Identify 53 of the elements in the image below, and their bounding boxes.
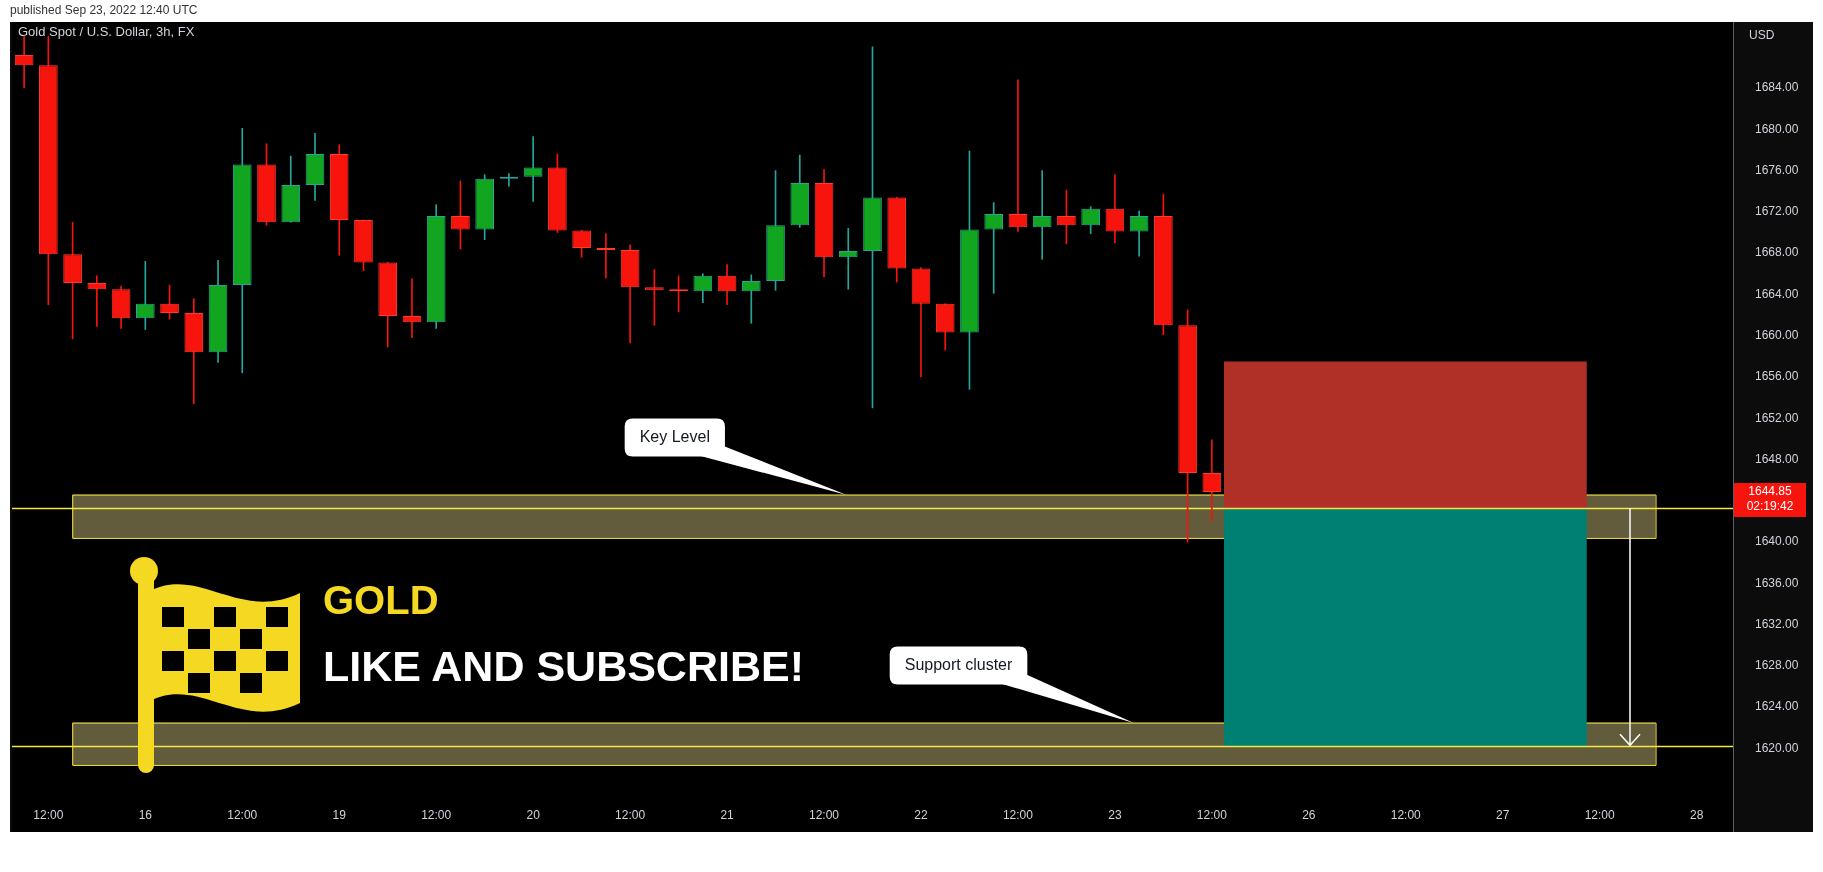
text: 1644.85: [1748, 484, 1793, 499]
y-tick-label: 1668.00: [1755, 245, 1799, 260]
candlestick: [1008, 79, 1028, 232]
y-tick-label: 1632.00: [1755, 616, 1799, 631]
x-tick-label: 23: [1108, 808, 1122, 823]
y-tick-label: 1648.00: [1755, 451, 1799, 466]
candlestick: [1032, 170, 1052, 260]
x-tick-label: 12:00: [1002, 808, 1034, 823]
candlestick: [984, 202, 1004, 294]
x-tick-label: 26: [1302, 808, 1316, 823]
candlestick: [838, 228, 858, 290]
annotation: LIKE AND SUBSCRIBE!: [323, 642, 804, 691]
candlestick: [14, 36, 34, 89]
x-tick-label: 12:00: [615, 808, 646, 823]
y-tick-label: 1664.00: [1755, 286, 1799, 301]
x-tick-label: 12:00: [421, 808, 452, 823]
y-tick-label: 1620.00: [1755, 740, 1799, 755]
text: published Sep 23, 2022 12:40 UTC: [10, 3, 198, 17]
band-label: Key Level: [639, 427, 710, 445]
x-tick-label: 27: [1496, 808, 1510, 823]
y-tick-label: 1624.00: [1755, 699, 1799, 714]
chart-title: Gold Spot / U.S. Dollar, 3h, FX: [18, 24, 195, 40]
y-tick-label: 1640.00: [1755, 534, 1799, 549]
y-tick-label: 1628.00: [1755, 658, 1799, 673]
x-tick-label: 21: [720, 808, 735, 823]
y-tick-label: 1656.00: [1755, 369, 1799, 384]
x-tick-label: 12:00: [1196, 808, 1228, 823]
x-tick-label: 12:00: [809, 808, 840, 823]
candlestick: [741, 274, 761, 324]
x-tick-label: 16: [138, 808, 153, 823]
y-tick-label: 1676.00: [1755, 162, 1799, 177]
y-tick-label: 1672.00: [1755, 204, 1799, 219]
y-tick-label: 1636.00: [1755, 575, 1799, 590]
x-tick-label: 20: [526, 808, 541, 823]
annotation: GOLD: [323, 578, 439, 623]
candlestick: [135, 261, 155, 330]
candlestick: [523, 136, 543, 202]
x-tick-label: 19: [332, 808, 347, 823]
candlestick: [87, 275, 107, 327]
x-tick-label: 12:00: [33, 808, 64, 823]
y-tick-label: 1660.00: [1755, 327, 1799, 342]
candlestick: [402, 278, 422, 339]
x-tick-label: 12:00: [1584, 808, 1616, 823]
y-axis-title: USD: [1749, 28, 1775, 43]
y-tick-label: 1680.00: [1755, 121, 1799, 136]
x-tick-label: 22: [914, 808, 928, 823]
y-tick-label: 1684.00: [1755, 80, 1799, 95]
x-tick-label: 12:00: [1390, 808, 1422, 823]
x-tick-label: 28: [1689, 808, 1704, 823]
y-tick-label: 1652.00: [1755, 410, 1799, 425]
x-tick-label: 12:00: [227, 808, 258, 823]
text: 02:19:42: [1746, 499, 1794, 514]
band-label: Support cluster: [904, 656, 1013, 674]
